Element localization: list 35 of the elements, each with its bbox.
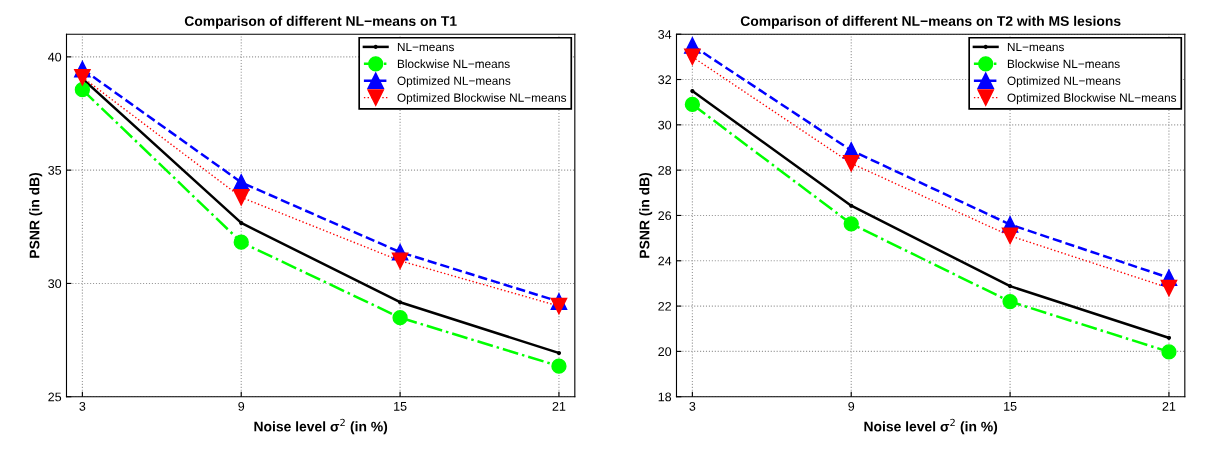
y-tick-label: 26 (658, 211, 672, 221)
x-tick-label: 3 (79, 401, 86, 411)
y-axis-title: PSNR (in dB) (639, 172, 653, 258)
y-tick-label: 35 (48, 165, 62, 175)
y-tick-label: 24 (658, 256, 672, 266)
legend-label: NL−means (397, 42, 454, 52)
legend-label: Blockwise NL−means (1007, 59, 1120, 69)
x-tick-label: 3 (689, 401, 696, 411)
x-axis-title: Noise level σ$^{2}$ (in %) (254, 418, 388, 435)
y-tick-label: 30 (48, 279, 62, 289)
x-tick-label: 9 (848, 401, 855, 411)
y-tick-label: 18 (658, 392, 672, 402)
legend-label: Optimized NL−means (397, 76, 511, 88)
y-tick-label: 30 (658, 120, 672, 130)
legend-label: Optimized NL−means (1007, 76, 1121, 88)
y-tick-label: 28 (658, 165, 672, 175)
y-tick-label: 25 (48, 392, 62, 402)
y-tick-label: 32 (658, 75, 671, 85)
x-tick-label: 9 (238, 401, 245, 411)
legend-label: Optimized Blockwise NL−means (397, 93, 567, 105)
legend-label: Blockwise NL−means (397, 59, 510, 69)
y-tick-label: 22 (658, 301, 671, 311)
chart-title: Comparison of different NL−means on T2 with MS lesions (740, 15, 1121, 29)
legend-label: NL−means (1007, 42, 1064, 52)
x-tick-label: 21 (552, 401, 566, 411)
legend-label: Optimized Blockwise NL−means (1007, 93, 1177, 105)
x-tick-label: 21 (1162, 401, 1176, 411)
chart-title: Comparison of different NL−means on T1 (184, 15, 457, 29)
y-tick-label: 34 (658, 30, 672, 39)
x-tick-label: 15 (394, 402, 407, 411)
x-axis-title: Noise level σ$^{2}$ (in %) (864, 418, 998, 435)
y-tick-label: 20 (658, 347, 672, 357)
y-axis-title: PSNR (in dB) (29, 172, 43, 258)
y-tick-label: 40 (48, 52, 62, 62)
x-tick-label: 15 (1004, 402, 1017, 411)
